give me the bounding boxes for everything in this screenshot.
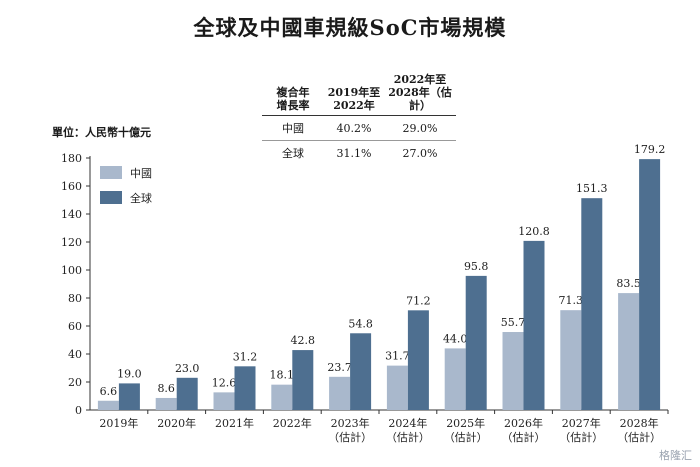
cagr-cell: 27.0%: [402, 146, 438, 160]
y-tick-label: 100: [61, 264, 82, 277]
x-tick-label: 2022年: [273, 416, 312, 430]
bar-global: [465, 275, 487, 410]
data-label: 55.7: [501, 316, 526, 329]
bar-global: [407, 310, 429, 410]
cagr-header-row: 複合年 增長率 2019年至 2022年 2022年至 2028年（估計）: [262, 73, 456, 116]
y-tick-label: 60: [68, 320, 82, 333]
cagr-cell: 29.0%: [402, 121, 438, 135]
cagr-header-cell: 2022年至 2028年（估計）: [388, 73, 452, 112]
unit-label: 單位：人民幣十億元: [52, 126, 151, 139]
data-label: 179.2: [634, 143, 666, 156]
bar-global: [118, 383, 140, 410]
x-tick-label: （估計）: [444, 430, 488, 444]
watermark: 格隆汇: [659, 449, 692, 462]
y-tick-label: 40: [68, 348, 82, 361]
cagr-cell: 40.2%: [336, 121, 372, 135]
cagr-header-cell: 複合年 增長率: [276, 86, 310, 112]
x-tick-label: （估計）: [502, 430, 546, 444]
legend-swatch-global: [100, 191, 122, 204]
data-label: 95.8: [464, 260, 489, 273]
x-tick-label: 2020年: [157, 416, 196, 430]
cagr-row: 中國 40.2% 29.0%: [262, 116, 456, 141]
bar-china: [155, 397, 177, 410]
x-tick-label: 2025年: [446, 416, 485, 430]
data-label: 19.0: [117, 367, 142, 380]
cagr-row: 全球 31.1% 27.0%: [262, 141, 456, 166]
x-tick-label: （估計）: [386, 430, 430, 444]
x-tick-label: （估計）: [617, 430, 661, 444]
cagr-cell: 中國: [282, 122, 304, 135]
bar-china: [386, 365, 408, 410]
y-tick-label: 140: [61, 208, 82, 221]
bar-global: [581, 198, 603, 410]
data-label: 31.7: [385, 350, 410, 363]
data-label: 6.6: [100, 385, 118, 398]
data-label: 18.1: [270, 369, 295, 382]
y-tick-label: 80: [68, 292, 82, 305]
x-tick-label: （估計）: [559, 430, 603, 444]
bar-global: [639, 159, 661, 410]
bar-global: [292, 350, 314, 410]
data-label: 54.8: [348, 317, 373, 330]
data-label: 23.0: [175, 362, 200, 375]
data-label: 42.8: [291, 334, 316, 347]
data-label: 71.3: [559, 294, 584, 307]
data-label: 83.5: [616, 277, 641, 290]
bar-china: [329, 376, 351, 410]
cagr-cell: 31.1%: [336, 146, 372, 160]
x-tick-label: 2027年: [562, 416, 601, 430]
data-label: 31.2: [233, 350, 258, 363]
y-tick-label: 20: [68, 376, 82, 389]
data-label: 8.6: [157, 382, 175, 395]
legend-swatch-china: [100, 166, 122, 179]
x-tick-label: 2019年: [99, 416, 138, 430]
data-label: 71.2: [406, 294, 431, 307]
cagr-table: 複合年 增長率 2019年至 2022年 2022年至 2028年（估計） 中國 40…: [262, 73, 456, 165]
x-tick-label: 2023年: [331, 416, 370, 430]
x-tick-label: 2021年: [215, 416, 254, 430]
bar-china: [444, 348, 466, 410]
y-tick-label: 180: [61, 152, 82, 165]
x-tick-label: 2026年: [504, 416, 543, 430]
bar-china: [271, 384, 293, 410]
data-label: 151.3: [576, 182, 608, 195]
bar-china: [502, 332, 524, 410]
y-tick-label: 0: [75, 404, 82, 417]
bar-global: [176, 377, 198, 410]
y-tick-label: 120: [61, 236, 82, 249]
bar-global: [234, 366, 256, 410]
bar-china: [97, 400, 119, 410]
y-tick-label: 160: [61, 180, 82, 193]
cagr-header-cell: 2019年至 2022年: [327, 86, 381, 112]
chart-title: 全球及中國車規級SoC市場規模: [193, 15, 507, 40]
x-tick-label: （估計）: [328, 430, 372, 444]
data-label: 12.6: [212, 376, 237, 389]
bar-global: [523, 240, 545, 410]
legend-label: 中國: [130, 167, 152, 180]
data-label: 23.7: [327, 361, 352, 374]
data-label: 120.8: [518, 225, 550, 238]
bar-china: [213, 392, 235, 410]
bar-china: [618, 293, 640, 410]
bar-china: [560, 310, 582, 410]
x-tick-label: 2028年: [620, 416, 659, 430]
x-tick-label: 2024年: [388, 416, 427, 430]
bar-global: [350, 333, 372, 410]
data-label: 44.0: [443, 332, 468, 345]
cagr-cell: 全球: [282, 147, 304, 160]
legend-label: 全球: [130, 191, 152, 205]
